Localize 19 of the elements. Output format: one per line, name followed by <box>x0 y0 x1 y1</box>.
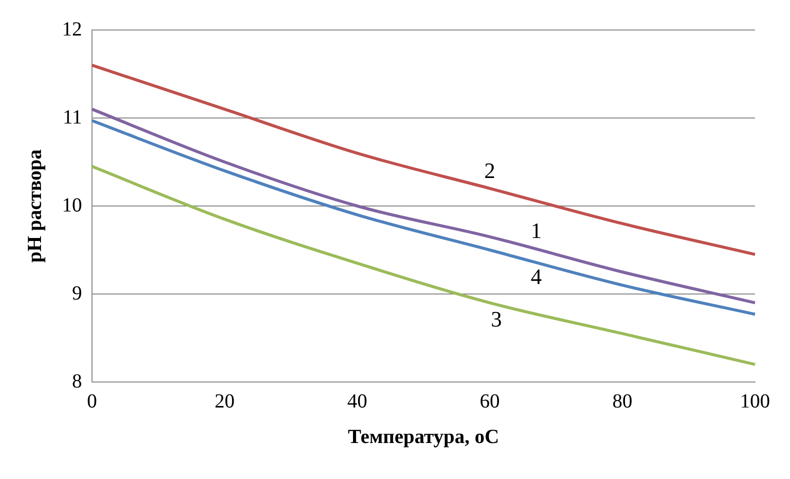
y-axis-title: pH раствора <box>24 149 46 263</box>
x-tick-label: 0 <box>87 390 97 412</box>
y-tick-label: 9 <box>72 282 82 304</box>
x-tick-label: 100 <box>740 390 770 412</box>
annotation: 4 <box>530 264 542 290</box>
annotation: 3 <box>490 306 502 332</box>
line-series <box>90 64 756 256</box>
y-tick-label: 12 <box>62 18 82 40</box>
y-tick-label: 8 <box>72 370 82 392</box>
annotation: 1 <box>530 218 542 244</box>
line-series <box>90 164 756 366</box>
y-tick-label: 10 <box>62 194 82 216</box>
x-tick-label: 40 <box>347 390 368 412</box>
x-tick-label: 80 <box>612 390 632 412</box>
x-tick-label: 20 <box>214 390 235 412</box>
x-axis-title: Температура, оС <box>348 426 500 448</box>
annotation: 2 <box>484 158 496 184</box>
y-tick-label: 11 <box>62 106 82 128</box>
x-tick-label: 60 <box>480 390 500 412</box>
